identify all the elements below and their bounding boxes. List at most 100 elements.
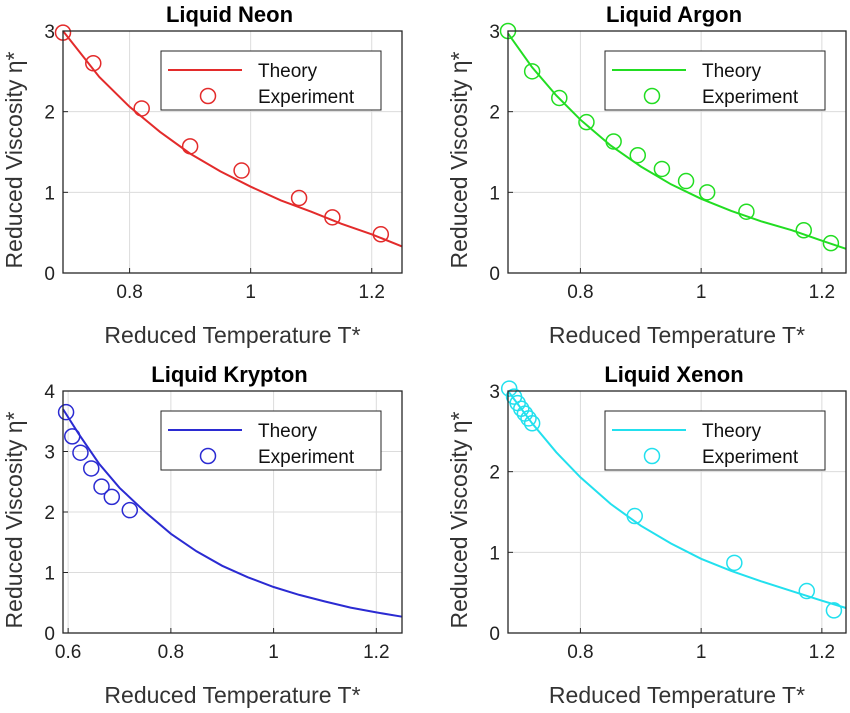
legend-box bbox=[604, 410, 826, 471]
y-axis-label: Reduced Viscosity η* bbox=[1, 411, 27, 628]
chart-panel-1: 0.8 1 1.2 0 1 2 3 Liquid Neon Reduced Temperatur… bbox=[1, 2, 403, 348]
y-tick-label: 3 bbox=[489, 22, 500, 43]
legend-label-theory: Theory bbox=[258, 421, 318, 442]
y-tick-label: 2 bbox=[489, 103, 500, 124]
x-tick-label: 0.8 bbox=[567, 642, 593, 663]
y-axis-label: Reduced Viscosity η* bbox=[446, 51, 472, 268]
legend-label-experiment: Experiment bbox=[702, 447, 799, 468]
experiment-point bbox=[677, 172, 695, 190]
y-tick-label: 1 bbox=[489, 543, 500, 564]
y-tick-label: 2 bbox=[44, 103, 55, 124]
y-tick-label: 3 bbox=[44, 443, 55, 464]
chart-title: Liquid Argon bbox=[606, 2, 742, 27]
theory-line bbox=[507, 390, 847, 609]
legend-label-experiment: Experiment bbox=[258, 447, 355, 468]
experiment-point bbox=[822, 234, 840, 252]
legend-marker-swatch bbox=[199, 87, 217, 105]
x-tick-label: 1 bbox=[696, 282, 707, 303]
y-tick-label: 2 bbox=[489, 463, 500, 484]
chart-panel-3: 0.6 0.8 1 1.2 0 1 2 3 4 Liquid Krypton Reduced Tem… bbox=[1, 362, 403, 708]
experiment-point bbox=[121, 501, 139, 519]
experiment-point bbox=[726, 554, 743, 572]
x-axis-label: Reduced Temperature T* bbox=[549, 682, 805, 708]
axes-frame bbox=[507, 30, 847, 274]
legend-marker-swatch bbox=[199, 447, 217, 465]
y-tick-label: 4 bbox=[44, 382, 55, 403]
experiment-point bbox=[605, 133, 622, 150]
legend-label-experiment: Experiment bbox=[258, 87, 355, 108]
chart-panel-2: 0.8 1 1.2 0 1 2 3 Liquid Argon Reduced Temperatu… bbox=[446, 2, 847, 348]
x-axis-label: Reduced Temperature T* bbox=[104, 322, 360, 348]
experiment-point bbox=[523, 415, 541, 432]
chart-title: Liquid Neon bbox=[166, 2, 293, 27]
axes-frame bbox=[62, 30, 403, 274]
experiment-point bbox=[72, 444, 89, 461]
legend: Theory Experiment bbox=[160, 50, 382, 111]
theory-line bbox=[62, 408, 403, 618]
y-tick-label: 1 bbox=[44, 183, 55, 204]
experiment-point bbox=[523, 63, 541, 80]
x-axis-label: Reduced Temperature T* bbox=[104, 682, 360, 708]
experiment-point bbox=[825, 602, 843, 619]
experiment-point bbox=[133, 100, 150, 117]
experiment-point bbox=[653, 160, 671, 178]
legend-label-theory: Theory bbox=[702, 61, 762, 82]
y-tick-label: 0 bbox=[44, 264, 55, 285]
x-tick-label: 1 bbox=[268, 642, 279, 663]
y-tick-label: 3 bbox=[489, 382, 500, 403]
experiment-point bbox=[629, 146, 647, 164]
experiment-point bbox=[698, 184, 716, 201]
x-tick-label: 1.2 bbox=[363, 642, 389, 663]
experiment-point bbox=[181, 138, 199, 155]
experiment-point bbox=[57, 403, 75, 421]
experiment-point bbox=[520, 410, 537, 427]
y-tick-label: 1 bbox=[44, 564, 55, 585]
experiment-point bbox=[103, 488, 121, 506]
legend-label-theory: Theory bbox=[702, 421, 762, 442]
legend-box bbox=[160, 50, 382, 111]
y-tick-label: 3 bbox=[44, 22, 55, 43]
experiment-point bbox=[795, 221, 812, 239]
legend-label-theory: Theory bbox=[258, 61, 318, 82]
experiment-point bbox=[233, 162, 250, 179]
legend-label-experiment: Experiment bbox=[702, 87, 799, 108]
legend-marker-swatch bbox=[643, 87, 661, 105]
experiment-point bbox=[500, 380, 518, 397]
x-tick-label: 1.2 bbox=[809, 282, 835, 303]
experiment-point bbox=[85, 55, 102, 72]
experiment-point bbox=[578, 113, 595, 131]
experiment-point bbox=[626, 507, 643, 525]
y-tick-label: 1 bbox=[489, 183, 500, 204]
experiment-point bbox=[738, 203, 755, 220]
theory-line bbox=[507, 32, 847, 250]
x-tick-label: 1.2 bbox=[359, 282, 385, 303]
x-axis-label: Reduced Temperature T* bbox=[549, 322, 805, 348]
y-tick-label: 2 bbox=[44, 503, 55, 524]
theory-line bbox=[62, 30, 403, 248]
experiment-point bbox=[324, 209, 341, 226]
x-tick-label: 1 bbox=[245, 282, 256, 303]
y-tick-label: 0 bbox=[44, 624, 55, 645]
experiment-point bbox=[83, 460, 100, 477]
x-tick-label: 1.2 bbox=[809, 642, 835, 663]
experiment-point bbox=[551, 89, 568, 107]
legend-marker-swatch bbox=[643, 447, 661, 465]
x-tick-label: 0.8 bbox=[567, 282, 593, 303]
y-tick-label: 0 bbox=[489, 624, 500, 645]
x-tick-label: 0.6 bbox=[55, 642, 81, 663]
experiment-point bbox=[372, 226, 390, 243]
experiment-point bbox=[798, 582, 816, 600]
y-axis-label: Reduced Viscosity η* bbox=[1, 51, 27, 268]
legend-box bbox=[160, 410, 382, 471]
legend: Theory Experiment bbox=[160, 410, 382, 471]
x-tick-label: 0.8 bbox=[116, 282, 142, 303]
experiment-point bbox=[63, 428, 81, 445]
x-tick-label: 0.8 bbox=[158, 642, 184, 663]
experiment-point bbox=[93, 478, 110, 495]
experiment-point bbox=[290, 189, 308, 207]
legend-box bbox=[604, 50, 826, 111]
legend: Theory Experiment bbox=[604, 410, 826, 471]
chart-panel-4: 0.8 1 1.2 0 1 2 3 Liquid Xenon Reduced Temperatu… bbox=[446, 362, 847, 708]
axes-frame bbox=[507, 390, 847, 634]
